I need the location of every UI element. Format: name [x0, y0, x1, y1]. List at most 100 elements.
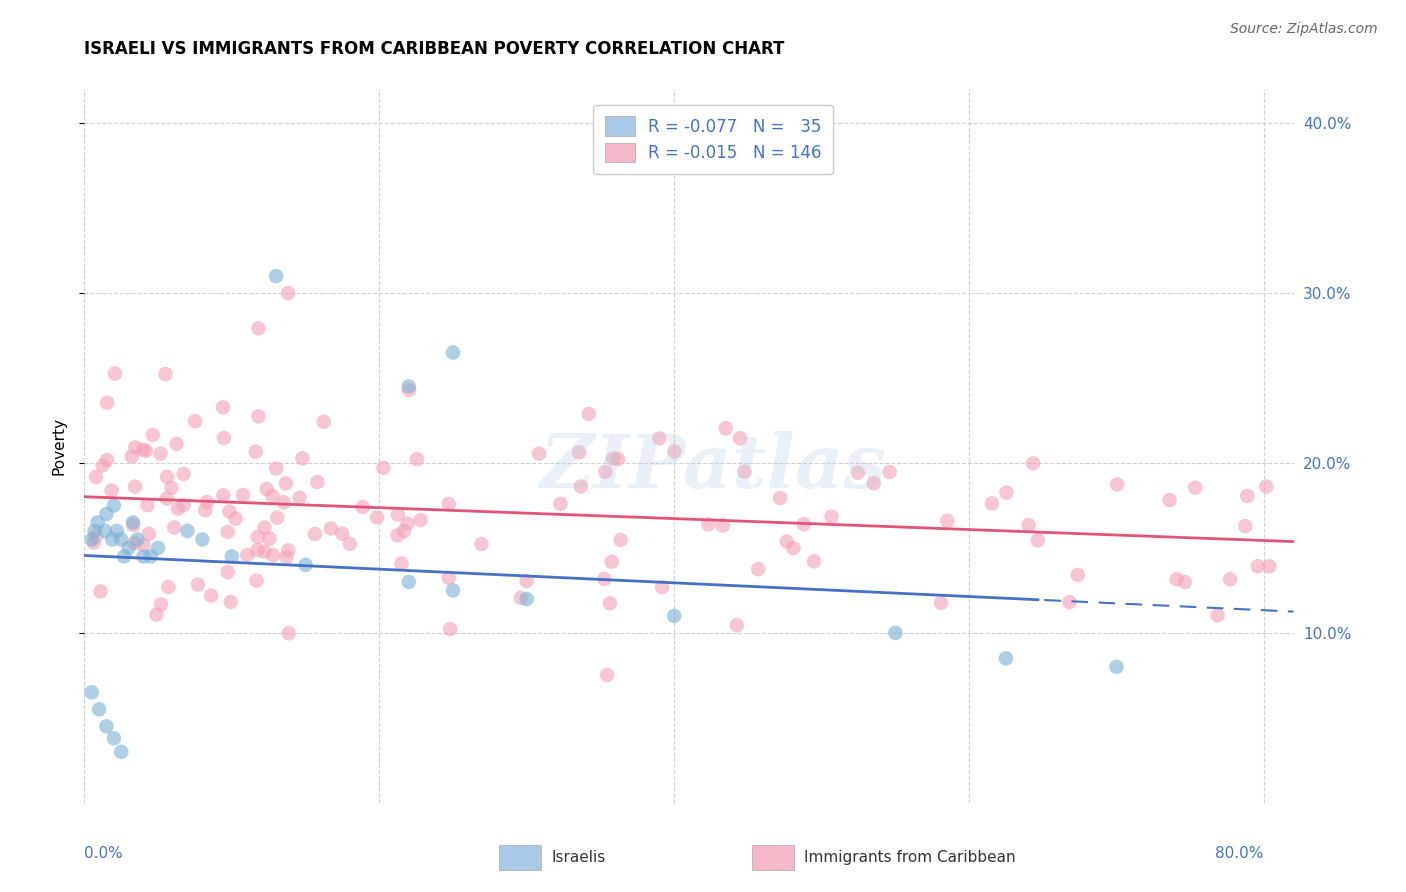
Point	[253, 544, 276, 558]
Point	[879, 465, 901, 479]
Point	[288, 491, 311, 505]
Point	[145, 607, 167, 622]
Point	[728, 431, 751, 445]
Point	[995, 485, 1018, 500]
Point	[1105, 660, 1128, 674]
Point	[406, 452, 429, 467]
Point	[312, 415, 335, 429]
Point	[264, 461, 287, 475]
Point	[884, 626, 907, 640]
Point	[124, 441, 146, 455]
Point	[277, 286, 299, 301]
Point	[578, 407, 600, 421]
Point	[602, 451, 624, 466]
Point	[276, 550, 298, 565]
Point	[441, 345, 464, 359]
Point	[84, 530, 107, 544]
Point	[91, 458, 114, 473]
Point	[96, 453, 118, 467]
Point	[100, 483, 122, 498]
Point	[294, 558, 316, 572]
Point	[195, 495, 218, 509]
Point	[87, 702, 110, 716]
Point	[863, 476, 886, 491]
Point	[593, 572, 616, 586]
Point	[776, 534, 799, 549]
Point	[595, 465, 617, 479]
Point	[89, 584, 111, 599]
Point	[245, 444, 267, 458]
Y-axis label: Poverty: Poverty	[51, 417, 66, 475]
Text: 80.0%: 80.0%	[1215, 846, 1264, 861]
Point	[117, 541, 139, 555]
Point	[259, 532, 281, 546]
Point	[160, 481, 183, 495]
Point	[103, 499, 125, 513]
Point	[149, 598, 172, 612]
Point	[391, 557, 413, 571]
Point	[80, 533, 103, 547]
Point	[980, 496, 1002, 510]
Point	[664, 608, 686, 623]
Point	[441, 583, 464, 598]
Point	[136, 498, 159, 512]
Point	[568, 445, 591, 459]
Point	[1219, 572, 1241, 586]
Point	[1022, 456, 1045, 470]
Point	[236, 548, 259, 562]
Point	[256, 482, 278, 496]
Point	[599, 596, 621, 610]
Point	[139, 549, 162, 564]
Point	[83, 535, 105, 549]
Point	[509, 591, 531, 605]
Point	[122, 518, 145, 533]
Point	[138, 526, 160, 541]
Text: 0.0%: 0.0%	[84, 846, 124, 861]
Point	[83, 524, 105, 538]
Point	[569, 479, 592, 493]
Point	[437, 497, 460, 511]
Point	[1234, 519, 1257, 533]
Point	[1184, 481, 1206, 495]
Point	[173, 498, 195, 512]
Point	[194, 503, 217, 517]
Point	[191, 533, 214, 547]
Point	[1018, 517, 1040, 532]
Point	[200, 589, 222, 603]
Point	[103, 731, 125, 746]
Point	[1166, 572, 1188, 586]
Point	[96, 395, 118, 409]
Point	[277, 626, 299, 640]
Text: Source: ZipAtlas.com: Source: ZipAtlas.com	[1230, 22, 1378, 37]
Point	[936, 514, 959, 528]
Point	[1236, 489, 1258, 503]
Point	[149, 446, 172, 460]
Point	[330, 526, 353, 541]
Point	[398, 574, 420, 589]
Point	[219, 595, 242, 609]
Point	[142, 428, 165, 442]
Point	[793, 517, 815, 532]
Point	[157, 580, 180, 594]
Point	[166, 501, 188, 516]
Point	[1067, 568, 1090, 582]
Point	[1247, 559, 1270, 574]
Point	[156, 470, 179, 484]
Point	[437, 571, 460, 585]
Point	[307, 475, 329, 489]
Point	[156, 491, 179, 506]
Point	[122, 516, 145, 530]
Point	[212, 488, 235, 502]
Point	[782, 541, 804, 555]
Point	[820, 509, 842, 524]
Text: Immigrants from Caribbean: Immigrants from Caribbean	[804, 850, 1017, 864]
Point	[409, 513, 432, 527]
Point	[277, 543, 299, 558]
Point	[648, 431, 671, 445]
Point	[373, 460, 395, 475]
Point	[274, 476, 297, 491]
Point	[1206, 608, 1229, 623]
Point	[1026, 533, 1049, 548]
Point	[366, 510, 388, 524]
Point	[319, 521, 342, 535]
